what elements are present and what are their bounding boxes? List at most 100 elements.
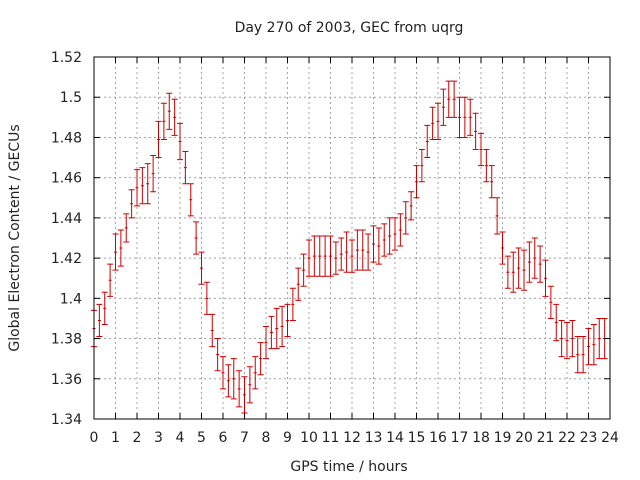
y-tick-label: 1.42 — [51, 251, 82, 267]
data-point-errorbar — [585, 328, 592, 366]
data-point-errorbar — [375, 227, 382, 265]
y-tick-label: 1.52 — [51, 50, 82, 66]
x-tick-label: 0 — [90, 430, 99, 446]
axis-ticks — [93, 56, 611, 420]
x-tick-label: 18 — [472, 430, 490, 446]
data-point-errorbar — [590, 323, 597, 366]
data-point-errorbar — [392, 217, 398, 251]
y-tick-labels: 1.34 1.36 1.38 1.4 1.42 1.44 1.46 1.48 1.5 1.52 — [51, 50, 82, 428]
data-point-errorbar — [504, 255, 511, 289]
y-tick-label: 1.34 — [51, 412, 82, 428]
data-point-errorbar — [101, 291, 108, 325]
data-point-errorbar — [478, 132, 484, 167]
data-point-errorbar — [289, 287, 296, 321]
data-point-errorbar — [134, 169, 140, 207]
y-tick-label: 1.5 — [60, 90, 82, 106]
y-tick-label: 1.4 — [60, 291, 82, 307]
data-point-errorbar — [252, 356, 259, 390]
x-tick-label: 13 — [365, 430, 383, 446]
x-tick-label: 2 — [133, 430, 142, 446]
data-point-errorbar — [429, 106, 436, 140]
x-axis-label: GPS time / hours — [290, 459, 407, 475]
data-point-errorbar — [349, 239, 355, 273]
data-point-errorbar — [397, 213, 404, 247]
data-point-errorbar — [96, 303, 103, 338]
x-tick-label: 16 — [429, 430, 447, 446]
x-tick-label: 23 — [580, 430, 598, 446]
data-point-errorbar — [467, 98, 474, 136]
data-point-errorbar — [408, 191, 415, 221]
x-tick-label: 1 — [111, 430, 120, 446]
data-point-errorbar — [107, 263, 114, 297]
data-point-errorbar — [354, 229, 361, 271]
gec-series — [91, 80, 608, 414]
y-tick-label: 1.36 — [51, 372, 82, 388]
y-tick-label: 1.46 — [51, 171, 82, 187]
x-tick-label: 17 — [451, 430, 469, 446]
data-point-errorbar — [510, 251, 517, 293]
data-point-errorbar — [236, 370, 243, 408]
data-point-errorbar — [461, 96, 468, 138]
data-point-errorbar — [569, 319, 576, 358]
x-tick-label: 20 — [515, 430, 533, 446]
data-point-errorbar — [241, 376, 248, 414]
x-tick-label: 24 — [601, 430, 619, 446]
data-point-errorbar — [531, 237, 538, 279]
data-point-errorbar — [279, 305, 286, 348]
x-tick-label: 8 — [262, 430, 271, 446]
x-tick-label: 11 — [322, 430, 340, 446]
data-point-errorbar — [246, 366, 253, 404]
x-tick-label: 12 — [343, 430, 361, 446]
x-tick-label: 10 — [300, 430, 318, 446]
x-tick-label: 6 — [219, 430, 228, 446]
data-point-errorbar — [182, 151, 189, 185]
data-point-errorbar — [456, 96, 463, 138]
data-point-errorbar — [123, 213, 130, 243]
data-point-errorbar — [332, 241, 339, 275]
data-point-errorbar — [521, 249, 527, 291]
data-point-errorbar — [214, 338, 221, 372]
data-point-errorbar — [596, 317, 603, 360]
data-point-errorbar — [112, 233, 119, 271]
data-point-errorbar — [273, 307, 280, 350]
data-point-errorbar — [574, 336, 581, 374]
y-tick-label: 1.38 — [51, 332, 82, 348]
data-point-errorbar — [144, 163, 151, 205]
data-point-errorbar — [171, 98, 178, 136]
x-tick-label: 7 — [240, 430, 249, 446]
x-tick-labels: 0 1 2 3 4 5 6 7 8 9 10 11 12 13 14 15 16 17 18 19 20 21 22 23 24 — [90, 430, 619, 446]
data-point-errorbar — [300, 253, 307, 287]
data-point-errorbar — [225, 364, 232, 398]
data-point-errorbar — [547, 285, 554, 319]
data-point-errorbar — [445, 80, 452, 118]
data-point-errorbar — [139, 167, 146, 205]
x-tick-label: 15 — [408, 430, 426, 446]
data-point-errorbar — [515, 247, 522, 289]
data-point-errorbar — [338, 237, 345, 271]
data-point-errorbar — [316, 235, 323, 277]
data-point-errorbar — [327, 235, 334, 277]
data-point-errorbar — [306, 239, 312, 277]
data-point-errorbar — [494, 197, 501, 235]
data-point-errorbar — [564, 321, 570, 360]
data-point-errorbar — [418, 149, 425, 183]
data-point-errorbar — [386, 217, 393, 255]
data-point-errorbar — [343, 231, 350, 273]
data-point-errorbar — [370, 225, 377, 263]
data-point-errorbar — [268, 315, 275, 350]
y-axis-label: Global Electron Content / GECUs — [7, 124, 23, 351]
data-point-errorbar — [284, 303, 291, 338]
data-point-errorbar — [257, 342, 264, 376]
x-tick-label: 14 — [386, 430, 404, 446]
data-point-errorbar — [166, 92, 173, 130]
data-point-errorbar — [440, 88, 447, 126]
x-tick-label: 22 — [558, 430, 576, 446]
data-point-errorbar — [155, 120, 162, 159]
chart-title: Day 270 of 2003, GEC from uqrg — [235, 20, 464, 36]
x-tick-label: 4 — [176, 430, 185, 446]
data-point-errorbar — [499, 231, 506, 265]
y-tick-label: 1.48 — [51, 130, 82, 146]
x-tick-label: 3 — [154, 430, 163, 446]
x-tick-label: 21 — [537, 430, 555, 446]
